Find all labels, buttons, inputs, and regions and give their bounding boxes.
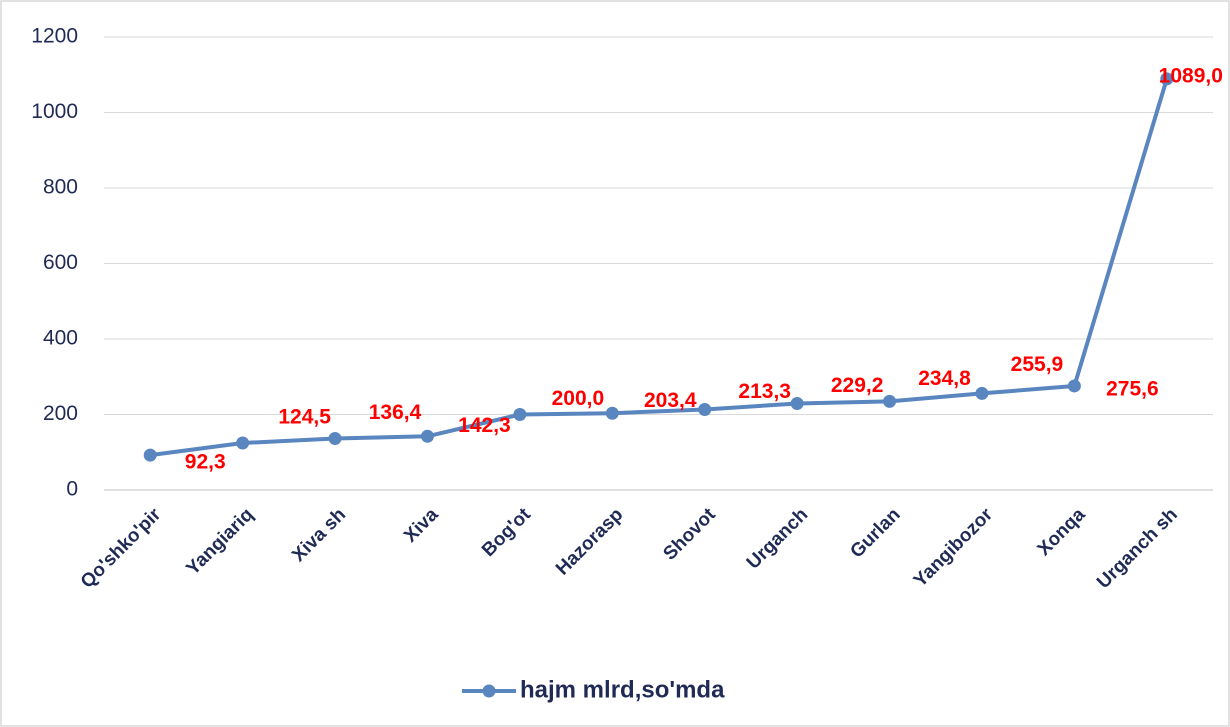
data-label: 92,3 xyxy=(185,451,226,474)
point-marker xyxy=(698,402,712,416)
point-marker xyxy=(513,408,527,421)
point-marker xyxy=(975,386,989,400)
y-tick-label: 600 xyxy=(43,251,78,274)
point-marker xyxy=(1067,379,1081,393)
point-marker xyxy=(143,448,157,462)
data-label: 136,4 xyxy=(369,401,422,424)
data-label: 200,0 xyxy=(552,387,605,410)
data-label: 234,8 xyxy=(918,367,971,390)
point-marker xyxy=(420,429,434,443)
y-tick-label: 0 xyxy=(66,478,78,501)
data-label: 1089,0 xyxy=(1159,64,1223,87)
data-label: 255,9 xyxy=(1011,353,1064,376)
data-label: 275,6 xyxy=(1106,378,1159,401)
y-tick-label: 400 xyxy=(43,327,78,350)
data-label: 124,5 xyxy=(278,406,331,429)
y-tick-label: 200 xyxy=(43,402,78,425)
line-series xyxy=(149,78,1169,458)
point-marker xyxy=(790,396,804,410)
y-tick-label: 1000 xyxy=(31,100,78,123)
legend-label: hajm mlrd,so'mda xyxy=(520,676,725,703)
point-marker xyxy=(1160,72,1174,86)
legend-marker xyxy=(482,684,496,698)
y-tick-label: 1200 xyxy=(31,25,78,48)
data-label: 142,3 xyxy=(458,414,511,437)
point-marker xyxy=(328,432,342,446)
data-label: 213,3 xyxy=(738,380,791,403)
data-label: 229,2 xyxy=(831,374,884,397)
point-marker xyxy=(236,436,250,450)
data-label: 203,4 xyxy=(644,389,697,412)
y-tick-label: 800 xyxy=(43,176,78,199)
point-marker xyxy=(883,394,897,408)
point-marker xyxy=(605,406,619,420)
